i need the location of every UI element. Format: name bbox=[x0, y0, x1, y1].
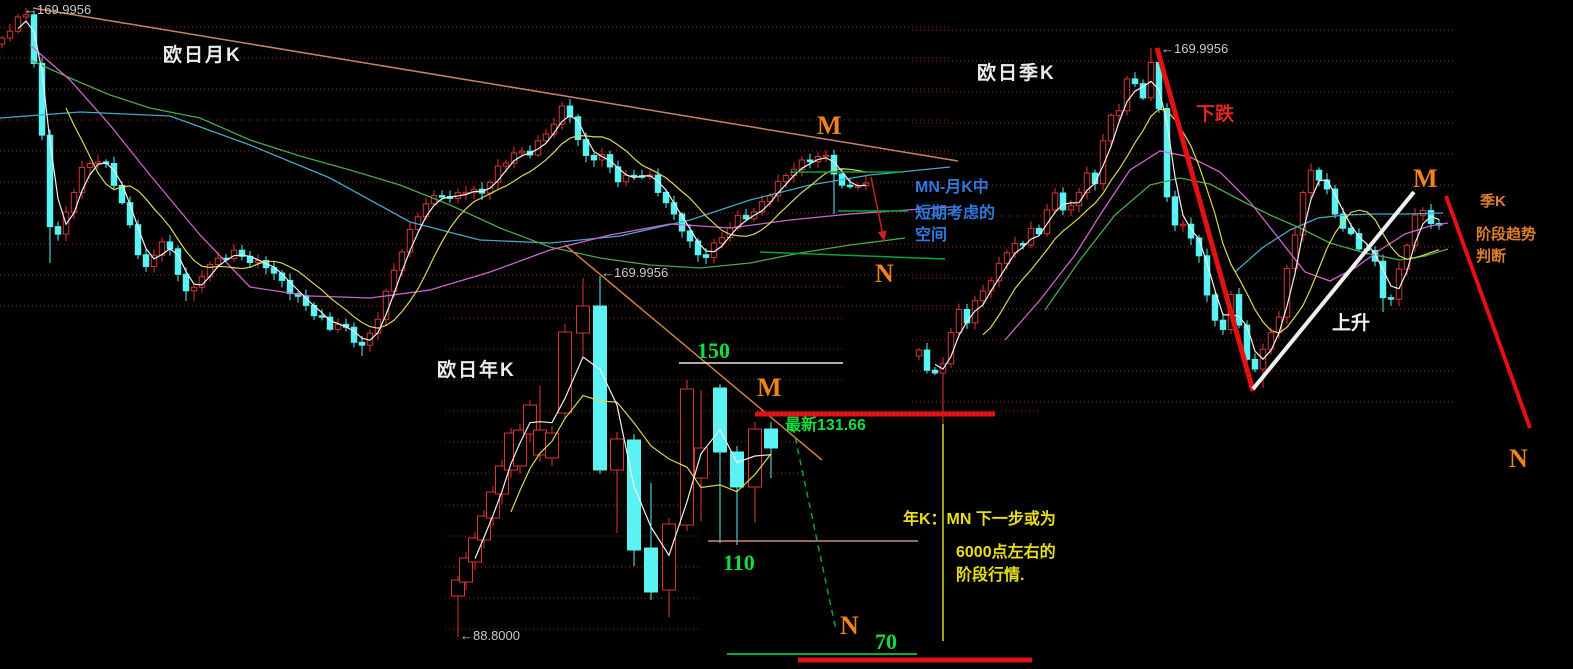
monthly-green-level-3 bbox=[759, 251, 946, 260]
yearly-trendline bbox=[564, 244, 823, 461]
yearly-projection-dashed-line bbox=[792, 426, 837, 631]
annotation-lines bbox=[32, 7, 1532, 663]
monthly-chart bbox=[0, 8, 951, 356]
monthly-trendline bbox=[32, 7, 959, 162]
yearly-chart bbox=[451, 276, 778, 637]
quarterly-decline-red-line bbox=[1154, 47, 1256, 392]
quarterly-next-decline-red-line bbox=[1444, 195, 1532, 429]
monthly-drop-arrow bbox=[870, 176, 887, 242]
quarterly-chart bbox=[915, 48, 1449, 430]
quarterly-rise-white-line bbox=[1251, 190, 1416, 391]
